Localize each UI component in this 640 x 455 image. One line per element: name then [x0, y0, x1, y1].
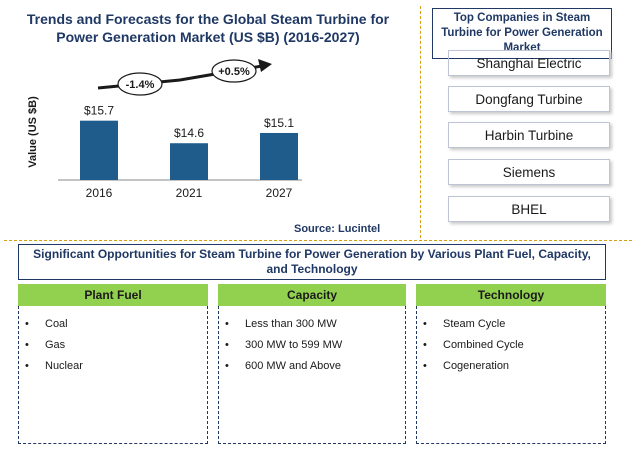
company-item: BHEL	[448, 196, 610, 222]
vertical-divider	[420, 6, 421, 238]
growth-oval	[117, 72, 163, 96]
companies-title: Top Companies in Steam Turbine for Power…	[432, 8, 612, 59]
column-heading-capacity: Capacity	[218, 284, 406, 306]
x-tick-label-2016: 2016	[86, 186, 113, 200]
bar-2016	[80, 120, 118, 180]
growth-oval	[211, 59, 257, 83]
chart-title: Trends and Forecasts for the Global Stea…	[26, 11, 390, 45]
trend-arrow-head	[258, 59, 272, 72]
list-item: • Cogeneration	[423, 360, 510, 372]
data-label-2016: $15.7	[84, 104, 114, 118]
technology-list: • Steam Cycle • Combined Cycle • Cogenerati…	[416, 306, 606, 444]
list-item: • Nuclear	[25, 360, 83, 372]
list-item: • Coal	[25, 318, 68, 330]
column-heading-plant-fuel: Plant Fuel	[18, 284, 208, 306]
x-tick-label-2027: 2027	[266, 186, 293, 200]
data-label-2027: $15.1	[264, 116, 294, 130]
list-item: • Gas	[25, 339, 66, 351]
plant-fuel-list: • Coal • Gas • Nuclear	[18, 306, 208, 444]
company-item: Shanghai Electric	[448, 50, 610, 76]
data-label-2021: $14.6	[174, 126, 204, 140]
list-item: • Less than 300 MW	[225, 318, 337, 330]
bar-2021	[170, 143, 208, 180]
opportunities-title: Significant Opportunities for Steam Turb…	[18, 244, 606, 280]
x-tick-label-2021: 2021	[176, 186, 203, 200]
column-heading-technology: Technology	[416, 284, 606, 306]
list-item: • Combined Cycle	[423, 339, 524, 351]
bar-chart: Value (US $B) $15.7 2016 $14.6 2021 $15.1 2027…	[27, 59, 302, 200]
y-axis-label: Value (US $B)	[27, 96, 39, 168]
horizontal-divider	[4, 240, 632, 241]
growth-label: +0.5%	[218, 66, 250, 78]
company-item: Harbin Turbine	[448, 122, 610, 148]
bar-2027	[260, 132, 298, 180]
growth-label: -1.4%	[126, 79, 155, 91]
list-item: • 300 MW to 599 MW	[225, 339, 343, 351]
company-item: Siemens	[448, 159, 610, 185]
list-item: • Steam Cycle	[423, 318, 506, 330]
source-label: Source: Lucintel	[294, 223, 381, 235]
capacity-list: • Less than 300 MW • 300 MW to 599 MW • 600…	[218, 306, 406, 444]
list-item: • 600 MW and Above	[225, 360, 342, 372]
company-item: Dongfang Turbine	[448, 86, 610, 112]
